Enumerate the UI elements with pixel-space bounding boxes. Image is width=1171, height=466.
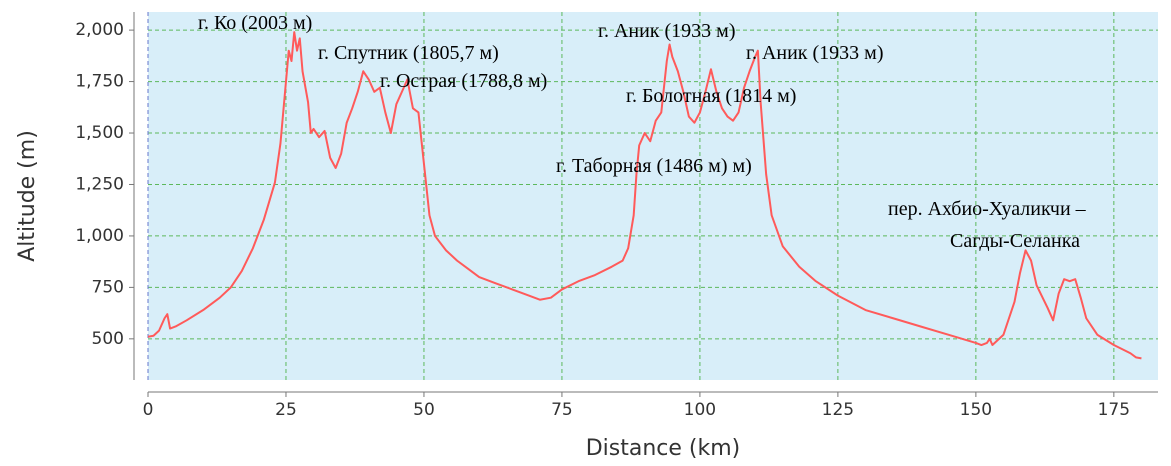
plot-background	[148, 12, 1158, 380]
x-axis-label: Distance (km)	[586, 436, 741, 461]
y-tick-label: 2,000	[75, 20, 124, 40]
x-tick-label: 50	[413, 400, 435, 420]
annotation: г. Ко (2003 м)	[198, 12, 312, 34]
annotation: г. Таборная (1486 м) м)	[556, 155, 752, 177]
annotation: пер. Ахбио-Хуаликчи –	[888, 198, 1087, 220]
x-tick-label: 25	[275, 400, 297, 420]
elevation-line	[147, 31, 1142, 360]
x-tick-label: 0	[143, 400, 154, 420]
y-tick-label: 1,500	[75, 123, 124, 143]
annotation: г. Болотная (1814 м)	[626, 85, 796, 107]
annotation: г. Острая (1788,8 м)	[380, 70, 547, 92]
x-tick-label: 125	[822, 400, 854, 420]
y-tick-label: 1,250	[75, 174, 124, 194]
marks	[147, 31, 1142, 360]
annotation: г. Спутник (1805,7 м)	[318, 42, 499, 64]
x-tick-label: 100	[684, 400, 716, 420]
y-tick-label: 500	[92, 329, 124, 349]
annotations: г. Ко (2003 м) г. Спутник (1805,7 м) г. …	[198, 12, 1087, 252]
annotation: г. Аник (1933 м)	[598, 20, 736, 42]
x-tick-label: 75	[551, 400, 573, 420]
y-tick-label: 1,000	[75, 226, 124, 246]
x-tick-label: 175	[1098, 400, 1130, 420]
x-tick-label: 150	[960, 400, 992, 420]
y-tick-label: 750	[92, 277, 124, 297]
y-tick-label: 1,750	[75, 72, 124, 92]
annotation: г. Аник (1933 м)	[746, 42, 884, 64]
annotation: Сагды-Селанка	[950, 230, 1080, 252]
grid	[147, 12, 1158, 380]
y-axis-label: Altitude (m)	[15, 130, 40, 262]
